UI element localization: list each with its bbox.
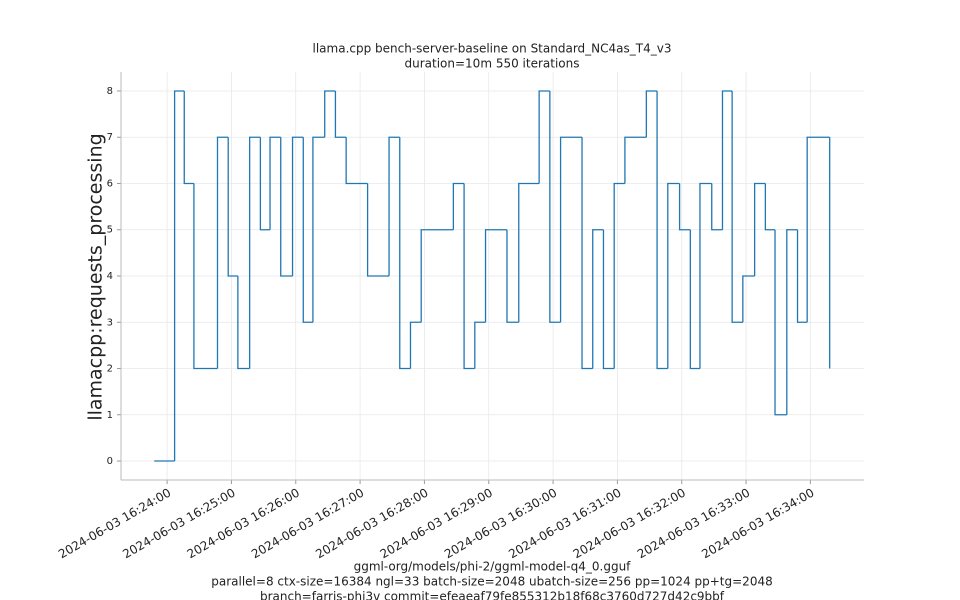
step-segment <box>324 90 336 138</box>
step-segment <box>796 229 808 323</box>
step-segment <box>183 90 194 185</box>
step-segment <box>753 182 766 276</box>
x-tick-label: 2024-06-03 16:26:00 <box>185 486 302 562</box>
step-segment <box>366 183 390 277</box>
y-tick-label: 6 <box>107 178 113 189</box>
y-tick-label: 5 <box>107 225 113 236</box>
step-segment <box>699 182 712 369</box>
step-segment <box>249 136 261 369</box>
step-segment <box>592 229 604 369</box>
step-segment <box>463 183 475 370</box>
y-tick-label: 8 <box>107 86 113 97</box>
step-segment <box>420 229 454 323</box>
x-tick-label: 2024-06-03 16:31:00 <box>506 486 623 562</box>
step-segment <box>291 136 304 276</box>
step-segment <box>711 183 723 231</box>
step-segment <box>506 229 519 323</box>
step-segment <box>334 90 347 138</box>
step-segment <box>667 182 680 369</box>
x-tick-label: 2024-06-03 16:27:00 <box>249 486 366 562</box>
step-segment <box>613 182 625 369</box>
step-segment <box>581 137 593 370</box>
step-segment <box>409 321 422 369</box>
step-segment <box>764 183 776 231</box>
x-tick-label: 2024-06-03 16:25:00 <box>120 486 237 562</box>
step-segment <box>742 275 755 323</box>
step-segment <box>656 90 668 370</box>
step-segment <box>806 136 830 323</box>
step-segment <box>259 137 271 231</box>
y-axis-label: llamacpp:requests_processing <box>85 133 107 420</box>
x-tick-label: 2024-06-03 16:28:00 <box>313 486 430 562</box>
step-segment <box>193 183 218 370</box>
step-segment <box>731 90 743 323</box>
step-segment <box>721 90 733 230</box>
step-segment <box>474 321 486 369</box>
x-tick-label: 2024-06-03 16:24:00 <box>56 486 173 562</box>
y-tick-label: 3 <box>107 317 113 328</box>
y-tick-label: 4 <box>107 271 113 282</box>
x-axis-label: ggml-org/models/phi-2/ggml-model-q4_0.gg… <box>354 560 632 574</box>
step-segment <box>484 229 507 323</box>
x-axis-label: parallel=8 ctx-size=16384 ngl=33 batch-s… <box>211 575 772 589</box>
step-segment <box>302 137 313 323</box>
x-tick-label: 2024-06-03 16:30:00 <box>442 486 559 562</box>
step-segment <box>173 90 185 462</box>
y-tick-label: 2 <box>107 364 113 375</box>
y-tick-label: 1 <box>107 410 113 421</box>
step-segment <box>678 183 691 231</box>
step-segment <box>786 229 798 415</box>
step-segment <box>237 276 250 370</box>
x-axis-label: branch=farris-phi3v commit=efeaeaf79fe85… <box>260 590 725 600</box>
chart-subtitle: duration=10m 550 iterations <box>405 57 580 71</box>
step-segment <box>388 136 400 276</box>
step-segment <box>269 136 281 230</box>
step-segment <box>227 137 238 277</box>
step-segment <box>602 229 615 370</box>
step-segment <box>216 136 229 369</box>
step-segment <box>280 137 293 277</box>
step-segment <box>774 229 787 416</box>
step-segment <box>518 182 540 323</box>
step-segment <box>452 182 465 230</box>
y-tick-label: 0 <box>107 456 113 467</box>
x-tick-label: 2024-06-03 16:32:00 <box>571 486 688 562</box>
step-segment <box>645 90 658 138</box>
step-segment <box>538 90 550 184</box>
chart-title: llama.cpp bench-server-baseline on Stand… <box>313 42 672 56</box>
x-tick-label: 2024-06-03 16:29:00 <box>378 486 495 562</box>
step-segment <box>345 137 368 185</box>
step-segment <box>399 137 411 370</box>
y-tick-label: 7 <box>107 132 113 143</box>
x-tick-label: 2024-06-03 16:33:00 <box>635 486 752 562</box>
step-segment <box>689 229 700 370</box>
step-segment <box>312 136 325 323</box>
step-segment <box>624 136 647 184</box>
step-segment <box>549 90 561 323</box>
step-segment <box>559 136 583 323</box>
x-tick-label: 2024-06-03 16:34:00 <box>699 486 816 562</box>
